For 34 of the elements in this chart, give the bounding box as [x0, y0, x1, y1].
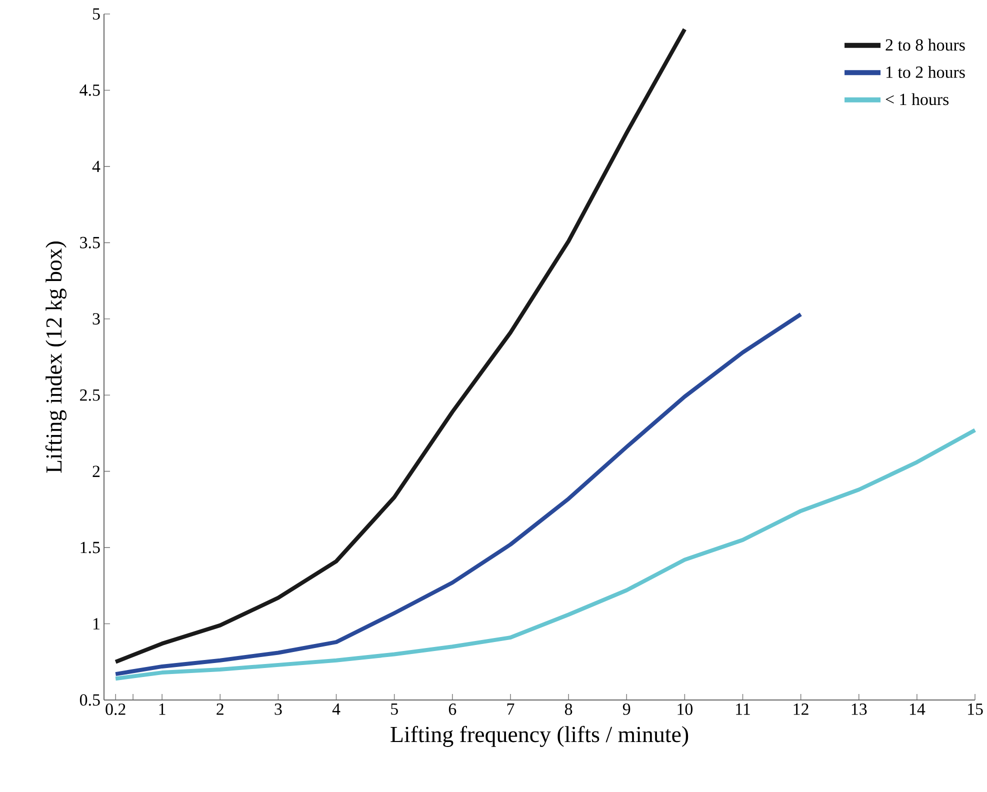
y-tick-label: 4 [92, 160, 100, 172]
x-tick-label: 7 [507, 704, 514, 715]
y-tick-label: 1 [93, 618, 100, 630]
x-tick-label: 14 [910, 704, 926, 715]
x-tick-label: 1 [159, 704, 166, 715]
x-tick-label: 0.2 [106, 704, 126, 716]
x-tick-label: 15 [968, 704, 983, 715]
x-tick-label: 13 [852, 704, 867, 715]
x-tick-label: 8 [564, 704, 572, 715]
y-tick-label: 5 [92, 8, 100, 20]
line-series [114, 428, 978, 681]
y-tick-label: 3.5 [80, 236, 100, 248]
legend-label: 2 to 8 hours [886, 38, 965, 51]
x-tick-label: 12 [794, 704, 808, 715]
y-tick-label: 2.5 [80, 389, 100, 401]
legend-label: 1 to 2 hours [886, 66, 965, 78]
y-tick-label: 1.5 [80, 542, 100, 554]
x-tick-label: 2 [216, 704, 224, 715]
y-tick-label: 3 [92, 313, 100, 325]
y-tick-label: 4.5 [80, 84, 100, 96]
line-series [114, 27, 687, 664]
x-tick-label: 9 [622, 704, 630, 715]
legend-label: < 1 hours [886, 93, 949, 106]
x-axis-title: Lifting frequency (lifts / minute) [390, 726, 688, 747]
x-tick-label: 4 [332, 704, 340, 715]
x-tick-label: 5 [391, 704, 398, 715]
x-tick-label: 6 [448, 704, 456, 715]
y-axis-title: Lifting index (12 kg box) [45, 242, 66, 473]
line-series [114, 312, 803, 676]
y-tick-label: 2 [92, 466, 100, 477]
x-tick-label: 10 [678, 704, 692, 715]
y-tick-label: 0.5 [80, 694, 100, 706]
x-tick-label: 3 [274, 704, 282, 715]
x-tick-label: 11 [736, 704, 750, 715]
